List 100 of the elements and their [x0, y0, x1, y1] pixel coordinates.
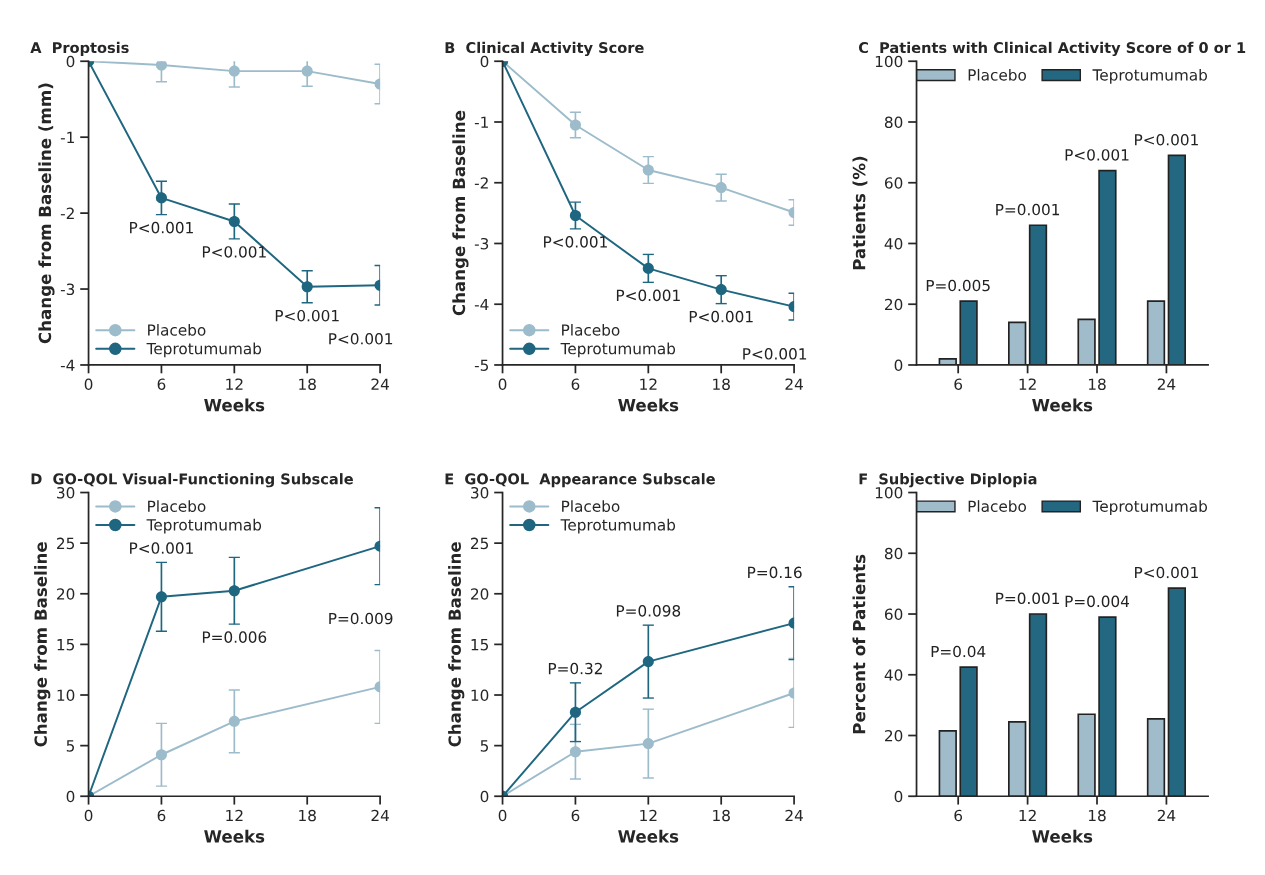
- x-tick-label: 24: [1157, 809, 1176, 822]
- x-tick-label: 12: [640, 809, 657, 822]
- annotation: P<0.001: [1135, 133, 1198, 146]
- y-tick-label: 80: [884, 116, 903, 129]
- annotation: P=0.16: [748, 566, 802, 579]
- legend-label: Placebo: [148, 323, 206, 336]
- legend-label: Teprotumumab: [560, 518, 676, 534]
- legend-label: Teprotumumab: [1092, 500, 1208, 515]
- x-tick-label: 24: [785, 378, 803, 390]
- x-tick-label: 6: [157, 378, 166, 390]
- y-tick-label: 10: [471, 689, 489, 702]
- x-tick-label: 18: [1088, 378, 1106, 390]
- y-tick-label: 60: [884, 608, 903, 621]
- y-tick-label: 5: [480, 740, 489, 752]
- legend-label: Placebo: [968, 500, 1027, 512]
- y-tick-label: 80: [884, 547, 903, 560]
- x-tick-label: 18: [299, 378, 316, 390]
- annotation: P=0.005: [926, 279, 990, 292]
- chart-title: B Clinical Activity Score: [445, 41, 644, 57]
- annotation: P=0.04: [931, 645, 986, 658]
- y-tick-label: 20: [471, 588, 489, 600]
- annotation: P=0.32: [548, 662, 602, 675]
- y-tick-label: -5: [474, 359, 489, 371]
- y-tick-label: 40: [884, 669, 903, 681]
- x-axis-title: Weeks: [618, 398, 679, 412]
- chart-title: A Proptosis: [30, 41, 129, 56]
- annotation: P=0.001: [996, 203, 1060, 216]
- y-tick-label: 100: [875, 55, 903, 68]
- x-axis-title: Weeks: [618, 829, 679, 843]
- x-tick-label: 24: [371, 809, 389, 822]
- y-axis-title: Change from Baseline: [34, 542, 51, 747]
- legend-label: Placebo: [968, 68, 1027, 81]
- legend-label: Placebo: [562, 500, 620, 512]
- y-tick-label: 20: [57, 588, 75, 600]
- y-tick-label: 0: [66, 790, 75, 803]
- y-tick-label: 0: [894, 359, 903, 371]
- y-tick-label: 15: [471, 639, 489, 651]
- annotation: P=0.004: [1065, 595, 1130, 608]
- annotation: P=0.098: [616, 605, 681, 617]
- annotation: P<0.001: [544, 236, 607, 248]
- x-tick-label: 18: [1088, 809, 1106, 822]
- y-axis-title: Change from Baseline (mm): [38, 83, 55, 344]
- y-tick-label: 40: [884, 237, 903, 250]
- y-tick-label: -2: [474, 177, 488, 189]
- annotation: P<0.001: [689, 310, 753, 323]
- legend-label: Teprotumumab: [146, 342, 262, 358]
- chart-title: C Patients with Clinical Activity Score of 0 or 1: [858, 41, 1246, 57]
- x-tick-label: 12: [1019, 809, 1036, 822]
- annotation: P<0.001: [616, 289, 680, 302]
- annotation: P<0.001: [1135, 566, 1198, 579]
- y-tick-label: 20: [885, 298, 903, 311]
- y-tick-label: -1: [60, 131, 74, 143]
- y-tick-label: -1: [474, 116, 488, 128]
- x-tick-label: 18: [713, 809, 730, 822]
- y-tick-label: 0: [66, 55, 75, 68]
- y-axis-title: Percent of Patients: [852, 554, 866, 734]
- legend-label: Placebo: [562, 323, 620, 336]
- x-tick-label: 12: [640, 378, 657, 390]
- y-tick-label: 10: [57, 689, 75, 702]
- y-tick-label: 30: [57, 487, 75, 499]
- x-tick-label: 24: [785, 809, 803, 822]
- annotation: P<0.001: [743, 348, 807, 360]
- y-tick-label: 25: [471, 537, 489, 550]
- annotation: P<0.001: [202, 246, 266, 258]
- y-tick-label: 25: [57, 537, 75, 550]
- x-axis-title: Weeks: [204, 829, 265, 843]
- annotation: P<0.001: [329, 333, 393, 345]
- y-tick-label: 60: [884, 177, 903, 189]
- x-tick-label: 6: [954, 378, 963, 390]
- y-tick-label: -3: [474, 237, 489, 250]
- y-axis-title: Change from Baseline: [452, 110, 469, 316]
- y-axis-title: Change from Baseline: [448, 542, 465, 747]
- x-tick-label: 0: [498, 378, 507, 390]
- y-tick-label: -3: [60, 283, 75, 296]
- x-tick-label: 6: [157, 809, 166, 822]
- legend-label: Teprotumumab: [1092, 68, 1208, 84]
- x-tick-label: 18: [713, 378, 730, 390]
- annotation: P<0.001: [1065, 149, 1129, 161]
- chart-title: F Subjective Diplopia: [859, 473, 1037, 488]
- y-tick-label: 0: [480, 55, 489, 68]
- chart-title: E GO-QOL Appearance Subscale: [445, 473, 715, 488]
- annotation: P=0.009: [329, 612, 393, 625]
- y-tick-label: 0: [894, 790, 903, 803]
- x-tick-label: 18: [299, 809, 316, 822]
- x-tick-label: 6: [954, 809, 963, 822]
- x-tick-label: 24: [371, 378, 389, 390]
- y-tick-label: 15: [57, 639, 75, 651]
- y-tick-label: 100: [875, 487, 903, 499]
- x-tick-label: 0: [84, 809, 93, 822]
- x-axis-title: Weeks: [1032, 398, 1093, 412]
- y-tick-label: 5: [66, 740, 75, 752]
- y-tick-label: -4: [474, 298, 489, 311]
- y-tick-label: 30: [471, 487, 489, 499]
- legend-label: Placebo: [148, 500, 206, 512]
- x-tick-label: 0: [498, 809, 507, 822]
- y-tick-label: -4: [60, 359, 75, 371]
- annotation: P<0.001: [130, 221, 193, 234]
- annotation: P=0.006: [202, 631, 267, 643]
- y-tick-label: 20: [885, 729, 903, 742]
- x-tick-label: 24: [1157, 378, 1176, 390]
